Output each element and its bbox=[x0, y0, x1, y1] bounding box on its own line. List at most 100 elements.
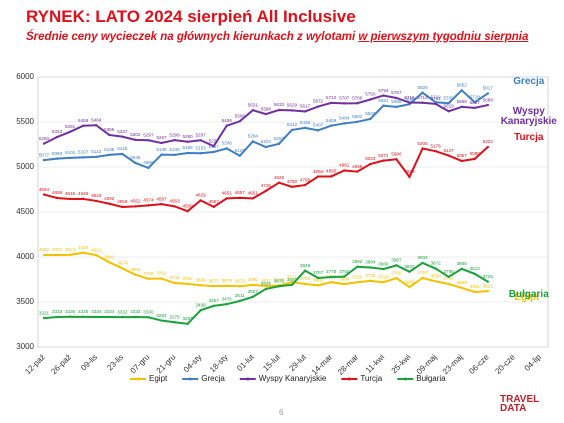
point bbox=[264, 284, 268, 288]
value-label: 3683 bbox=[274, 278, 285, 283]
point bbox=[173, 281, 176, 285]
value-label: 5412 bbox=[287, 122, 298, 127]
value-label: 5508 bbox=[235, 113, 246, 118]
point bbox=[55, 253, 59, 257]
y-tick-label: 3000 bbox=[16, 342, 34, 351]
value-label: 3934 bbox=[417, 255, 428, 260]
point bbox=[186, 282, 189, 286]
value-label: 5619 bbox=[444, 104, 455, 109]
point bbox=[316, 105, 320, 108]
value-label: 5502 bbox=[352, 114, 363, 119]
value-label: 5232 bbox=[209, 138, 220, 143]
value-label: 3621 bbox=[483, 283, 494, 288]
value-label: 5090 bbox=[470, 151, 481, 156]
value-label: 3675 bbox=[274, 278, 285, 283]
value-label: 3690 bbox=[248, 277, 259, 282]
x-tick-label: 09-maj bbox=[415, 352, 439, 376]
point bbox=[134, 315, 137, 319]
x-tick-label: 25-kwi bbox=[390, 352, 413, 375]
value-label: 3557 bbox=[248, 289, 259, 294]
point bbox=[238, 120, 241, 123]
point bbox=[225, 302, 228, 306]
x-tick-label: 04-lip bbox=[523, 352, 544, 373]
value-label: 5668 bbox=[457, 99, 468, 104]
point bbox=[290, 109, 294, 112]
point bbox=[42, 158, 46, 162]
x-tick-label: 09-lis bbox=[79, 353, 99, 373]
point bbox=[160, 202, 163, 206]
value-label: 3691 bbox=[287, 277, 298, 282]
value-label: 3330 bbox=[143, 310, 154, 315]
point bbox=[173, 153, 176, 157]
legend-label: Wyspy Kanaryjskie bbox=[259, 374, 327, 383]
value-label: 5698 bbox=[404, 96, 415, 101]
point bbox=[160, 319, 163, 322]
point bbox=[264, 189, 268, 193]
point bbox=[95, 199, 98, 203]
value-label: 4656 bbox=[52, 190, 63, 195]
series-line bbox=[43, 146, 489, 213]
point bbox=[343, 169, 346, 172]
value-label: 3782 bbox=[339, 269, 350, 274]
value-label: 4629 bbox=[196, 193, 207, 198]
point bbox=[421, 147, 424, 150]
point bbox=[147, 166, 150, 170]
point bbox=[95, 315, 98, 319]
point bbox=[434, 149, 437, 153]
point bbox=[447, 282, 450, 286]
point bbox=[238, 299, 241, 303]
point bbox=[212, 304, 215, 308]
value-label: 4022 bbox=[39, 247, 50, 252]
point bbox=[68, 130, 72, 134]
value-label: 5709 bbox=[444, 95, 455, 100]
y-tick-label: 6000 bbox=[16, 72, 34, 81]
x-tick-label: 20-cze bbox=[493, 352, 517, 376]
value-label: 3679 bbox=[222, 278, 233, 283]
point bbox=[356, 120, 359, 124]
point bbox=[55, 315, 59, 319]
value-label: 5206 bbox=[222, 141, 233, 146]
point bbox=[238, 154, 241, 157]
value-label: 3813 bbox=[470, 266, 481, 271]
value-label: 4894 bbox=[313, 169, 324, 174]
point bbox=[251, 109, 255, 112]
value-label: 5716 bbox=[404, 95, 415, 100]
value-label: 3334 bbox=[104, 309, 115, 314]
value-label: 5127 bbox=[444, 148, 455, 153]
point bbox=[134, 138, 137, 142]
value-label: 5135 bbox=[104, 147, 115, 152]
x-tick-label: 01-lut bbox=[235, 352, 256, 373]
value-label: 5337 bbox=[117, 129, 128, 134]
value-label: 5391 bbox=[65, 124, 76, 129]
x-tick-label: 23-lis bbox=[105, 353, 125, 373]
value-label: 5633 bbox=[274, 102, 285, 107]
value-label: 5459 bbox=[222, 118, 233, 123]
value-label: 5794 bbox=[378, 88, 389, 93]
value-label: 4562 bbox=[130, 199, 141, 204]
value-label: 3720 bbox=[352, 274, 363, 279]
point bbox=[421, 276, 424, 280]
point bbox=[356, 281, 359, 284]
point bbox=[121, 152, 124, 156]
value-label: 5719 bbox=[470, 95, 481, 100]
value-label: 3699 bbox=[339, 276, 350, 281]
point bbox=[199, 284, 202, 287]
value-label: 4799 bbox=[300, 177, 311, 182]
point bbox=[290, 283, 294, 287]
value-label: 5205 bbox=[417, 141, 428, 146]
value-label: 4557 bbox=[209, 199, 220, 204]
point bbox=[199, 139, 202, 142]
x-tick-label: 04-sty bbox=[182, 353, 204, 375]
point bbox=[212, 150, 215, 154]
point bbox=[316, 175, 320, 178]
value-label: 3686 bbox=[196, 277, 207, 282]
value-label: 3907 bbox=[391, 258, 402, 263]
point bbox=[447, 275, 450, 278]
value-label: 3476 bbox=[222, 296, 233, 301]
value-label: 5459 bbox=[326, 118, 337, 123]
value-label: 3294 bbox=[156, 313, 167, 318]
point bbox=[134, 161, 137, 165]
value-label: 5101 bbox=[65, 150, 76, 155]
point bbox=[95, 155, 98, 159]
